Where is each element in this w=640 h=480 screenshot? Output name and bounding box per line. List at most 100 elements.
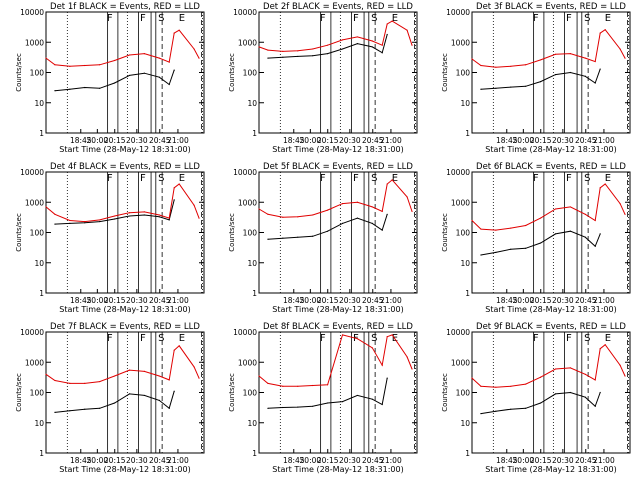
data-point (539, 376, 542, 378)
data-point (356, 338, 358, 340)
y-tick-label: 100 (30, 69, 45, 78)
y-tick-label: 100 (243, 389, 258, 398)
x-tick-label: 20:45 (362, 296, 384, 305)
chart-title: Det 2f BLACK = Events, RED = LLD (263, 2, 413, 12)
x-tick-label: 20:00 (300, 456, 322, 465)
x-tick-label: 20:00 (513, 456, 535, 465)
data-point (554, 393, 557, 395)
data-point (143, 370, 145, 372)
marker-label: S (584, 333, 590, 344)
y-tick-label: 1 (39, 129, 44, 138)
x-tick-label: 20:30 (126, 136, 148, 145)
data-point (326, 230, 329, 232)
x-tick-label: 20:15 (317, 456, 339, 465)
data-point (525, 85, 527, 87)
data-point (569, 53, 571, 55)
marker-label: F (107, 333, 113, 344)
chart-title: Det 5f BLACK = Events, RED = LLD (263, 162, 413, 172)
data-point (386, 183, 388, 185)
data-point (99, 220, 101, 223)
series-lld-line (45, 183, 200, 223)
data-point (143, 214, 145, 216)
data-point (178, 29, 180, 31)
data-point (569, 391, 571, 394)
chart-title: Det 9f BLACK = Events, RED = LLD (476, 322, 626, 332)
x-tick-label: 18:45 (496, 136, 518, 145)
x-tick-label: 20:30 (126, 296, 148, 305)
data-point (45, 206, 47, 208)
data-point (267, 407, 269, 409)
x-tick-label: 20:00 (87, 136, 109, 145)
data-point (495, 251, 497, 253)
y-axis-label: Counts/sec (15, 53, 23, 92)
x-tick-label: 20:15 (317, 296, 339, 305)
x-tick-label: 20:00 (300, 136, 322, 145)
x-tick-label: 21:00 (380, 136, 402, 145)
data-point (267, 49, 269, 51)
y-tick-label: 100 (456, 389, 471, 398)
data-point (525, 224, 527, 227)
data-point (178, 345, 180, 347)
x-tick-label: 21:00 (593, 296, 615, 305)
y-tick-label: 1 (39, 449, 44, 458)
data-point (168, 83, 170, 86)
data-point (554, 53, 557, 55)
y-tick-label: 10000 (233, 168, 257, 177)
data-point (128, 54, 131, 56)
x-tick-label: 20:00 (513, 136, 535, 145)
data-point (198, 57, 200, 59)
series-events-line (480, 391, 601, 415)
data-point (371, 222, 373, 224)
data-point (539, 402, 542, 404)
data-point (539, 81, 542, 83)
data-point (386, 213, 388, 215)
plot-frame (45, 171, 205, 294)
data-point (624, 375, 626, 377)
series-events-line (480, 68, 601, 90)
chart-title: Det 4f BLACK = Events, RED = LLD (50, 162, 200, 172)
data-point (282, 237, 284, 239)
data-point (381, 44, 383, 46)
data-point (381, 403, 383, 406)
x-tick-label: 21:00 (593, 456, 615, 465)
data-point (326, 53, 329, 55)
series-lld-line (258, 179, 413, 218)
x-tick-label: 21:00 (167, 136, 189, 145)
y-tick-label: 1000 (25, 198, 44, 207)
plot-frame (471, 331, 631, 454)
data-point (471, 58, 473, 60)
data-point (312, 405, 314, 407)
chart-title: Det 8f BLACK = Events, RED = LLD (263, 322, 413, 332)
x-tick-label: 18:45 (496, 296, 518, 305)
data-point (312, 55, 314, 57)
data-point (158, 57, 160, 59)
data-point (599, 187, 601, 189)
x-axis-label: Start Time (28-May-12 18:31:00) (272, 305, 403, 314)
data-point (599, 233, 601, 235)
marker-label: F (107, 13, 113, 24)
data-point (173, 390, 175, 392)
data-point (599, 32, 601, 34)
data-point (128, 74, 131, 77)
chart-title: Det 6f BLACK = Events, RED = LLD (476, 162, 626, 172)
data-point (510, 385, 512, 387)
y-tick-label: 1 (465, 449, 470, 458)
chart-title: Det 3f BLACK = Events, RED = LLD (476, 2, 626, 12)
data-point (173, 349, 175, 351)
x-tick-label: 20:00 (87, 456, 109, 465)
x-axis-label: Start Time (28-May-12 18:31:00) (485, 145, 616, 154)
y-tick-label: 10 (460, 259, 470, 268)
x-tick-label: 20:30 (339, 136, 361, 145)
x-tick-label: 20:15 (104, 296, 126, 305)
data-point (381, 52, 383, 54)
data-point (99, 87, 101, 89)
data-point (84, 220, 86, 223)
data-point (495, 410, 497, 412)
y-tick-label: 1000 (238, 38, 257, 47)
data-point (406, 29, 408, 31)
data-point (168, 217, 170, 219)
data-point (594, 60, 596, 63)
y-axis-label: Counts/sec (228, 373, 236, 412)
data-point (356, 394, 358, 397)
x-tick-label: 20:45 (575, 296, 597, 305)
